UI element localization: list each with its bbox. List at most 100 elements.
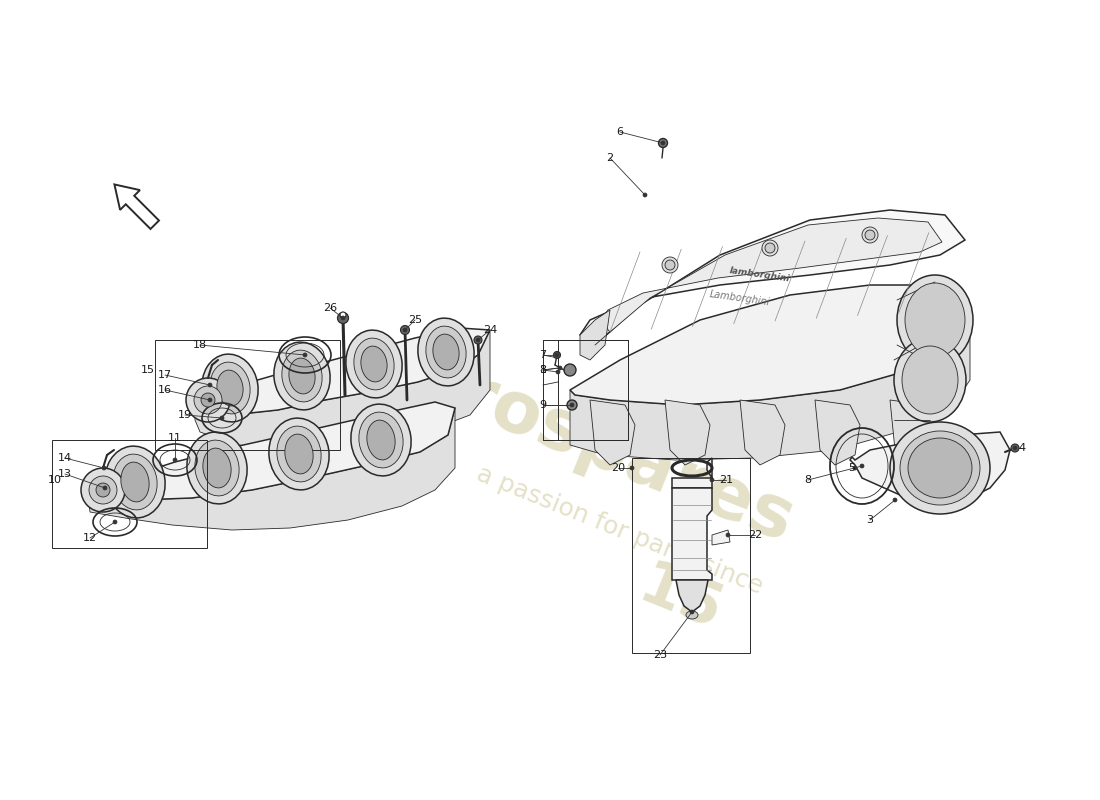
Circle shape <box>103 486 107 490</box>
Polygon shape <box>85 402 455 500</box>
Ellipse shape <box>202 354 258 422</box>
Ellipse shape <box>894 338 966 422</box>
Text: 22: 22 <box>748 530 762 540</box>
Ellipse shape <box>354 338 394 390</box>
Text: 19: 19 <box>178 410 192 420</box>
Ellipse shape <box>113 454 157 510</box>
Circle shape <box>474 336 482 344</box>
Circle shape <box>476 338 480 342</box>
Bar <box>632 458 750 653</box>
Text: lamborghini: lamborghini <box>729 266 791 284</box>
Ellipse shape <box>686 611 698 619</box>
Ellipse shape <box>908 438 972 498</box>
Circle shape <box>556 370 560 374</box>
Circle shape <box>96 483 110 497</box>
Circle shape <box>341 316 345 320</box>
Bar <box>155 340 340 450</box>
Ellipse shape <box>345 330 403 398</box>
Polygon shape <box>190 328 490 415</box>
Text: 17: 17 <box>158 370 172 380</box>
Ellipse shape <box>905 283 965 357</box>
Polygon shape <box>666 400 710 465</box>
Ellipse shape <box>202 448 231 488</box>
Text: 5: 5 <box>848 463 856 473</box>
Polygon shape <box>88 408 455 530</box>
Ellipse shape <box>896 275 974 365</box>
Text: 20: 20 <box>610 463 625 473</box>
Text: 9: 9 <box>539 400 547 410</box>
Circle shape <box>862 227 878 243</box>
Polygon shape <box>570 285 970 405</box>
Circle shape <box>113 520 117 524</box>
Circle shape <box>630 466 634 470</box>
Circle shape <box>893 498 896 502</box>
Ellipse shape <box>433 334 459 370</box>
Ellipse shape <box>268 418 329 490</box>
Text: a passion for parts since: a passion for parts since <box>473 462 767 598</box>
Circle shape <box>201 393 214 407</box>
Circle shape <box>570 403 574 407</box>
Circle shape <box>852 466 857 470</box>
Ellipse shape <box>187 432 248 504</box>
Circle shape <box>564 364 576 376</box>
Text: 6: 6 <box>616 127 624 137</box>
Circle shape <box>340 312 346 318</box>
Polygon shape <box>890 400 935 465</box>
Ellipse shape <box>217 370 243 406</box>
Circle shape <box>690 610 694 614</box>
Circle shape <box>553 351 561 358</box>
Text: 4: 4 <box>1019 443 1025 453</box>
Ellipse shape <box>351 404 411 476</box>
Ellipse shape <box>277 426 321 482</box>
Circle shape <box>89 476 117 504</box>
Text: 11: 11 <box>168 433 182 443</box>
Circle shape <box>710 478 714 482</box>
Polygon shape <box>590 400 635 465</box>
Polygon shape <box>850 432 1010 500</box>
Polygon shape <box>195 330 490 448</box>
Polygon shape <box>672 458 712 488</box>
Ellipse shape <box>121 462 150 502</box>
Polygon shape <box>676 580 708 612</box>
Text: eurospares: eurospares <box>355 322 805 558</box>
Text: 21: 21 <box>719 475 733 485</box>
Circle shape <box>659 138 668 147</box>
Ellipse shape <box>195 440 239 496</box>
Circle shape <box>208 383 212 387</box>
Text: Lamborghini: Lamborghini <box>710 289 771 307</box>
Ellipse shape <box>289 358 315 394</box>
Ellipse shape <box>367 420 395 460</box>
Text: 16: 16 <box>158 385 172 395</box>
Ellipse shape <box>274 342 330 410</box>
Text: 24: 24 <box>483 325 497 335</box>
Circle shape <box>220 416 224 420</box>
Circle shape <box>403 328 407 332</box>
Text: 26: 26 <box>323 303 337 313</box>
Text: 7: 7 <box>539 350 547 360</box>
Circle shape <box>566 400 578 410</box>
Circle shape <box>338 313 349 323</box>
Polygon shape <box>600 218 942 332</box>
Polygon shape <box>580 210 965 345</box>
Circle shape <box>194 386 222 414</box>
Circle shape <box>173 458 177 462</box>
Circle shape <box>662 257 678 273</box>
Ellipse shape <box>285 434 314 474</box>
Polygon shape <box>712 530 730 545</box>
Circle shape <box>644 193 647 197</box>
Text: 14: 14 <box>58 453 73 463</box>
Ellipse shape <box>104 446 165 518</box>
Circle shape <box>661 141 666 145</box>
Ellipse shape <box>210 362 250 414</box>
Text: 18: 18 <box>192 340 207 350</box>
Circle shape <box>186 378 230 422</box>
Circle shape <box>764 243 776 253</box>
Circle shape <box>302 353 307 357</box>
Ellipse shape <box>900 431 980 505</box>
Text: 2: 2 <box>606 153 614 163</box>
Circle shape <box>400 326 409 334</box>
Text: 12: 12 <box>82 533 97 543</box>
Polygon shape <box>580 310 611 360</box>
Polygon shape <box>672 488 712 580</box>
Ellipse shape <box>361 346 387 382</box>
